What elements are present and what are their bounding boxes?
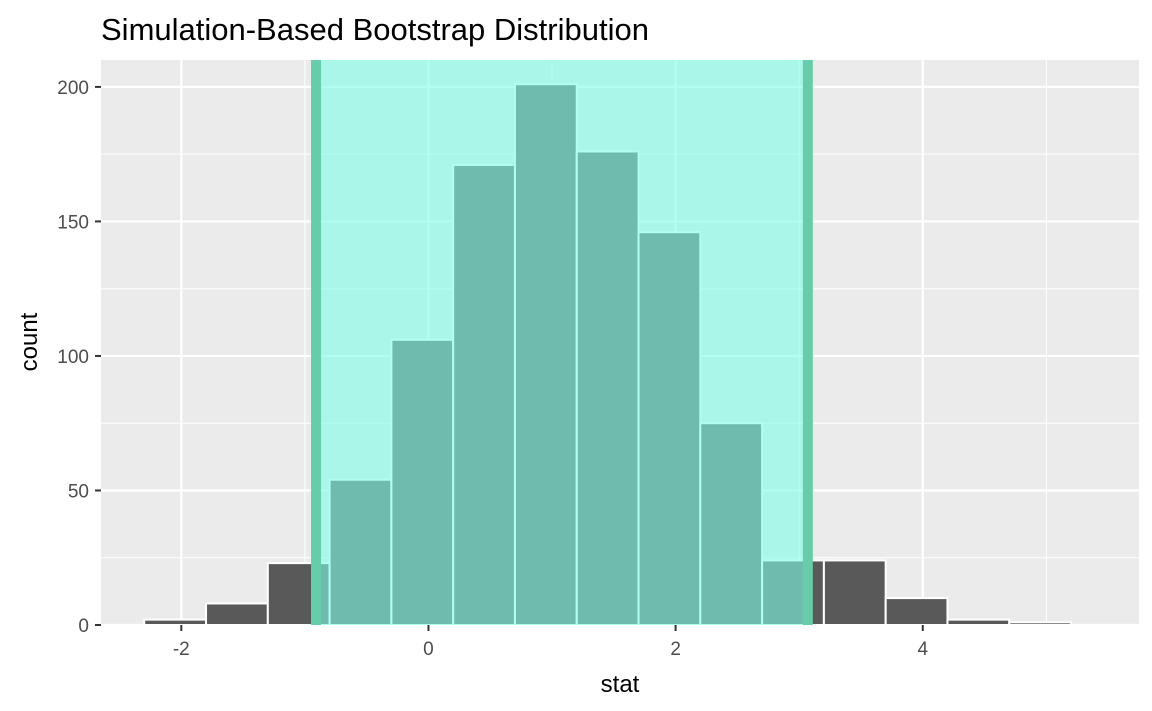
histogram-bar [822,559,887,627]
histogram-bar [946,618,1011,626]
y-axis-title: count [16,312,43,371]
y-tick-label: 150 [57,212,89,233]
confidence-interval-shading [311,60,813,625]
confidence-interval-band [316,60,808,625]
histogram-bar [205,602,269,627]
y-tick-label: 100 [57,347,89,368]
x-tick-label: -2 [173,639,190,660]
x-tick-label: 0 [423,639,434,660]
histogram-bar [143,618,208,626]
y-tick-label: 200 [57,78,89,99]
y-tick-label: 50 [68,481,89,502]
x-tick-label: 2 [670,639,681,660]
x-axis-ticks: -2 0 2 4 [173,625,928,660]
chart-title: Simulation-Based Bootstrap Distribution [101,12,649,47]
histogram-bar [1008,621,1073,626]
histogram-bar [884,597,949,626]
y-tick-label: 0 [78,616,89,637]
x-tick-label: 4 [917,639,928,660]
y-axis-ticks: 0 50 100 150 200 [57,78,101,637]
x-axis-title: stat [601,671,640,698]
